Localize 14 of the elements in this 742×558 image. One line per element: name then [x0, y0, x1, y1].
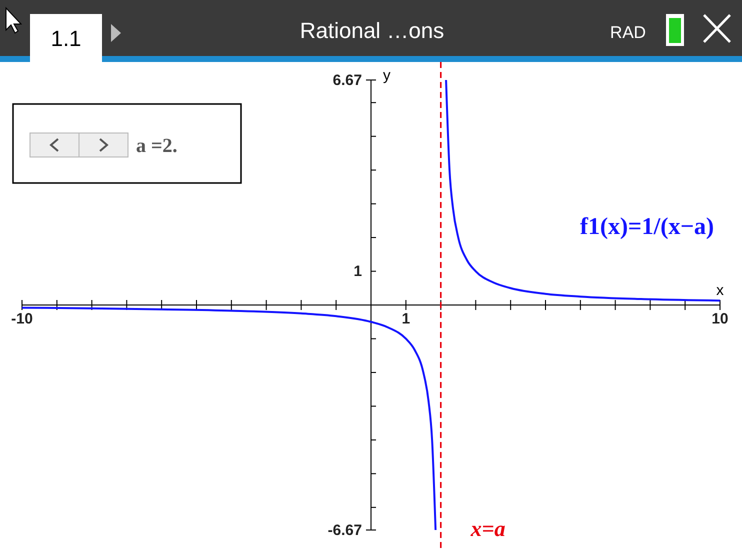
text: f1(x)=1/(x−a) — [580, 214, 714, 240]
x-tick-label: 10 — [712, 310, 728, 328]
x-tick-label: 1 — [402, 310, 410, 328]
y-tick-label: 1 — [354, 263, 362, 280]
x-axis-title: x — [716, 282, 724, 299]
text: 1.1 — [50, 26, 82, 51]
text: Rational …ons — [300, 18, 444, 43]
y-tick-label: 6.67 — [332, 72, 362, 89]
x-tick-label: -10 — [11, 310, 33, 328]
annotation: a =2. — [136, 135, 178, 157]
text: RAD — [610, 23, 646, 42]
y-axis-title: y — [383, 67, 391, 84]
y-tick-label: -6.67 — [328, 522, 362, 539]
ref-line-label: x=a — [470, 516, 506, 541]
